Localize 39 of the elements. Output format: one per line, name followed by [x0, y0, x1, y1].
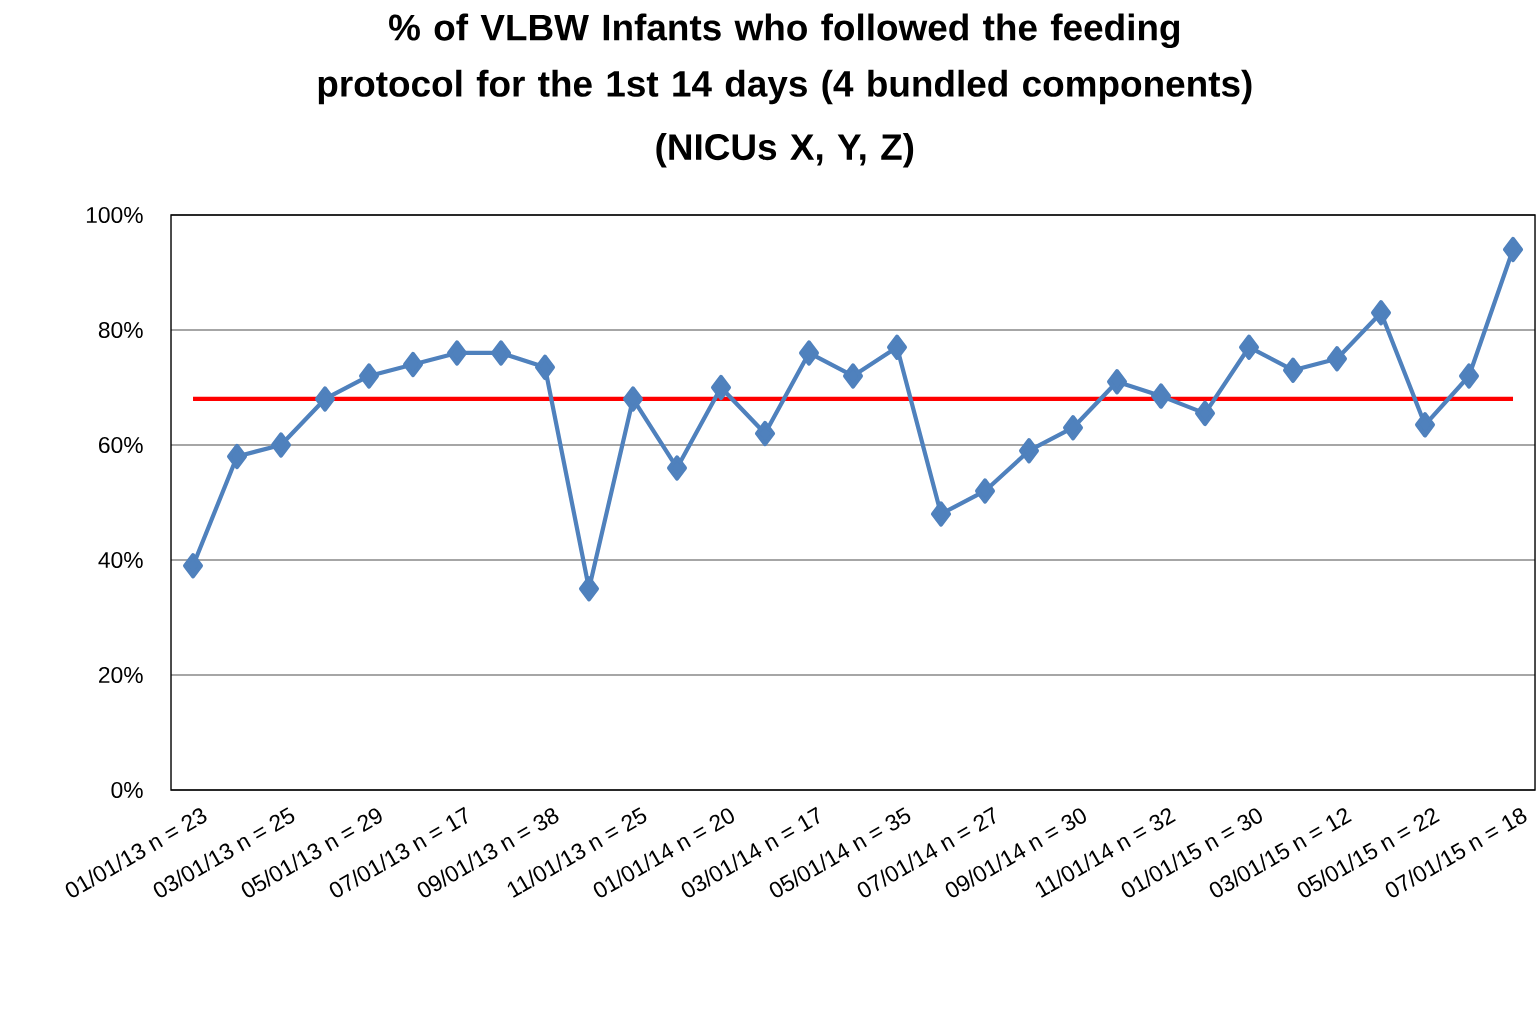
point	[1370, 300, 1392, 326]
point	[183, 553, 204, 579]
point	[754, 420, 776, 447]
point	[402, 351, 424, 378]
point	[975, 478, 996, 504]
point	[446, 340, 468, 366]
y-tick-label: 40%	[98, 551, 143, 569]
point	[1458, 363, 1480, 389]
point	[1282, 357, 1304, 383]
point	[1502, 236, 1524, 263]
point	[622, 386, 644, 412]
y-tick-label: 20%	[99, 666, 143, 684]
point	[1019, 438, 1040, 464]
point	[534, 354, 556, 381]
point	[1195, 400, 1216, 427]
point	[271, 432, 292, 458]
point	[666, 455, 688, 481]
y-tick-label: 100%	[86, 206, 143, 224]
point	[842, 363, 864, 389]
y-tick-label: 0%	[111, 781, 143, 799]
point	[1151, 383, 1172, 409]
point	[578, 576, 600, 602]
point	[315, 386, 336, 412]
point	[931, 501, 952, 527]
chart-title: % of VLBW Infants who followed the feeding protocol for the 1st 14 days (4 bundled components)	[318, 13, 1252, 105]
point	[1107, 369, 1128, 395]
point	[1063, 415, 1084, 441]
point	[1326, 346, 1348, 372]
chart-subtitle: (NICUs X, Y, Z)	[656, 133, 914, 168]
point	[1414, 412, 1436, 438]
y-tick-label: 80%	[98, 321, 143, 339]
point	[359, 363, 380, 389]
point	[710, 374, 732, 401]
y-tick-label: 60%	[99, 436, 143, 454]
point	[887, 334, 908, 360]
point	[1239, 334, 1260, 360]
point	[227, 443, 248, 470]
point	[490, 340, 512, 366]
point	[798, 340, 820, 366]
